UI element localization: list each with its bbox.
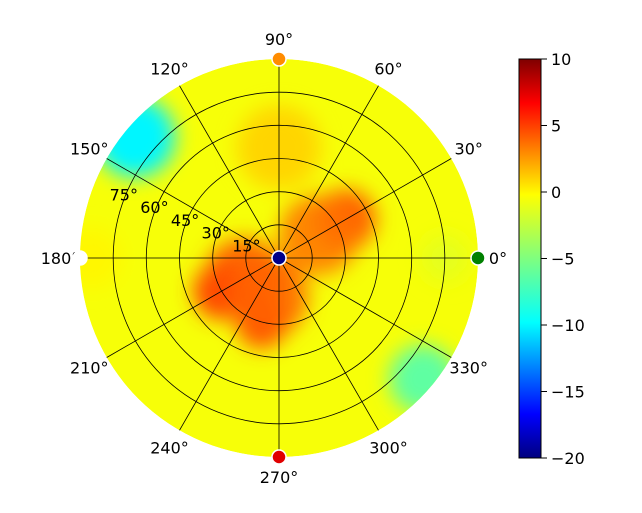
angular-gridline [179,85,280,259]
colorbar-tick-label: 10 [551,50,571,69]
radial-tick-label: 15° [232,236,260,255]
angular-gridline [106,158,280,259]
theta-tick-label: 120° [150,59,189,78]
angular-gridline [278,158,452,259]
theta-tick-label: 300° [369,439,408,458]
radial-tick-label: 60° [140,198,168,217]
marker-point [271,51,287,67]
colorbar-tick-label: −5 [551,250,575,269]
angular-gridline [179,257,280,431]
marker-point [271,449,287,465]
colorbar-ticks: 10 5 0 −5 −10 −15 −20 [541,50,585,468]
radial-tick-labels: 15°30°45°60°75° [110,186,261,256]
radial-tick-label: 45° [171,211,199,230]
angular-gridline [278,257,379,431]
angular-gridline [106,257,280,358]
theta-tick-labels: 0° 30° 60° 90° 120° 150° 180° 210° 240° 270° 300° 3… [41,30,507,487]
heatmap-sample [95,97,175,178]
theta-tick-label: 330° [449,359,488,378]
marker-point [72,250,88,266]
theta-tick-label: 180° [41,249,80,268]
theta-tick-label: 270° [260,468,299,487]
polar-grid [80,59,478,457]
marker-point [271,250,287,266]
theta-tick-label: 60° [374,59,402,78]
theta-tick-label: 240° [150,439,189,458]
colorbar: 10 5 0 −5 −10 −15 −20 [518,50,585,468]
colorbar-gradient [518,58,542,459]
angular-gridline [278,257,452,358]
theta-tick-label: 0° [489,249,507,268]
theta-tick-label: 150° [70,140,109,159]
theta-tick-label: 210° [70,359,109,378]
colorbar-tick-label: −15 [551,383,585,402]
edge-markers [72,51,486,465]
theta-tick-label: 30° [455,140,483,159]
colorbar-tick-label: 0 [551,183,561,202]
theta-tick-label: 90° [265,30,293,49]
heatmap-sample [228,256,309,337]
radial-tick-label: 30° [202,224,230,243]
colorbar-tick-label: 5 [551,117,561,136]
radial-tick-label: 75° [110,186,138,205]
colorbar-tick-label: −20 [551,449,585,468]
colorbar-tick-label: −10 [551,316,585,335]
angular-gridline [278,85,379,259]
marker-point [470,250,486,266]
